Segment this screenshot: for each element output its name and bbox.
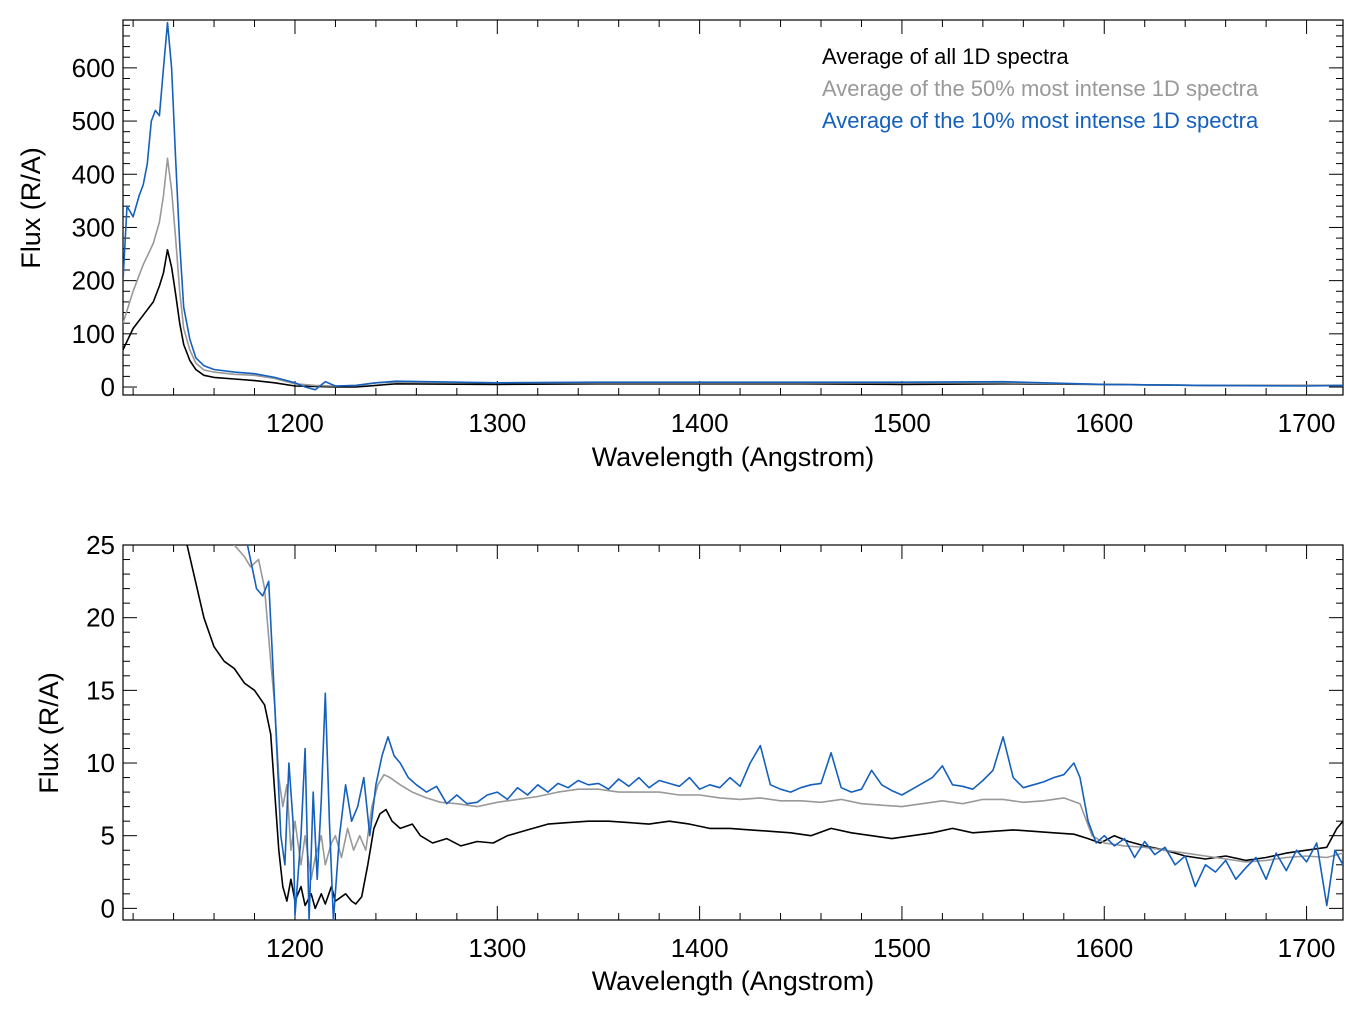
bot-x-tick-label: 1500 bbox=[873, 933, 931, 963]
top-x-axis-label: Wavelength (Angstrom) bbox=[592, 442, 875, 472]
top-x-tick-label: 1400 bbox=[671, 408, 729, 438]
top-series-line-0 bbox=[123, 249, 1343, 388]
top-chart: 1200 1300 1400 1500 1600 1700 0 100 200 300 400 50… bbox=[16, 19, 1344, 472]
bottom-x-axis-label: Wavelength (Angstrom) bbox=[592, 966, 875, 996]
top-gridless-ticks bbox=[123, 20, 1343, 395]
bot-y-tick-label: 10 bbox=[86, 748, 115, 778]
legend-entry-top10: Average of the 10% most intense 1D spect… bbox=[822, 108, 1259, 133]
top-y-axis-label: Flux (R/A) bbox=[16, 147, 46, 269]
bot-x-tick-label: 1200 bbox=[266, 933, 324, 963]
bottom-chart: 1200 1300 1400 1500 1600 1700 0 5 10 15 20 25 Wave… bbox=[34, 530, 1344, 996]
bottom-plot-frame bbox=[122, 544, 1344, 921]
bot-y-tick-label: 20 bbox=[86, 603, 115, 633]
top-x-tick-label: 1300 bbox=[468, 408, 526, 438]
top-x-tick-label: 1700 bbox=[1278, 408, 1336, 438]
bottom-y-tick-labels: 0 5 10 15 20 25 bbox=[86, 530, 115, 923]
top-series-lines bbox=[123, 21, 1343, 391]
legend-entry-top50: Average of the 50% most intense 1D spect… bbox=[822, 76, 1259, 101]
top-y-tick-label: 400 bbox=[72, 159, 115, 189]
top-y-tick-label: 500 bbox=[72, 106, 115, 136]
bot-x-tick-label: 1400 bbox=[671, 933, 729, 963]
bot-x-tick-label: 1700 bbox=[1278, 933, 1336, 963]
bot-series-line-1 bbox=[233, 545, 1343, 881]
top-x-tick-labels: 1200 1300 1400 1500 1600 1700 bbox=[266, 408, 1335, 438]
bot-series-line-2 bbox=[246, 545, 1343, 920]
bot-y-tick-label: 0 bbox=[101, 893, 115, 923]
legend: Average of all 1D spectra Average of the… bbox=[822, 44, 1259, 133]
bottom-ticks bbox=[123, 544, 1343, 920]
top-y-tick-label: 100 bbox=[72, 319, 115, 349]
top-x-tick-label: 1600 bbox=[1075, 408, 1133, 438]
bot-x-tick-label: 1600 bbox=[1075, 933, 1133, 963]
top-x-tick-label: 1500 bbox=[873, 408, 931, 438]
top-y-tick-label: 300 bbox=[72, 212, 115, 242]
top-plot-frame bbox=[122, 19, 1344, 396]
top-y-tick-labels: 0 100 200 300 400 500 600 bbox=[72, 53, 115, 402]
bot-y-tick-label: 15 bbox=[86, 675, 115, 705]
bot-y-tick-label: 5 bbox=[101, 821, 115, 851]
bottom-series-lines bbox=[186, 545, 1343, 920]
bot-y-tick-label: 25 bbox=[86, 530, 115, 560]
top-y-tick-label: 0 bbox=[101, 372, 115, 402]
top-x-tick-label: 1200 bbox=[266, 408, 324, 438]
top-y-tick-label: 200 bbox=[72, 266, 115, 296]
bot-x-tick-label: 1300 bbox=[468, 933, 526, 963]
top-series-line-2 bbox=[123, 21, 1343, 391]
bottom-y-axis-label: Flux (R/A) bbox=[34, 672, 64, 794]
legend-entry-all: Average of all 1D spectra bbox=[822, 44, 1069, 69]
bottom-x-tick-labels: 1200 1300 1400 1500 1600 1700 bbox=[266, 933, 1335, 963]
top-y-tick-label: 600 bbox=[72, 53, 115, 83]
